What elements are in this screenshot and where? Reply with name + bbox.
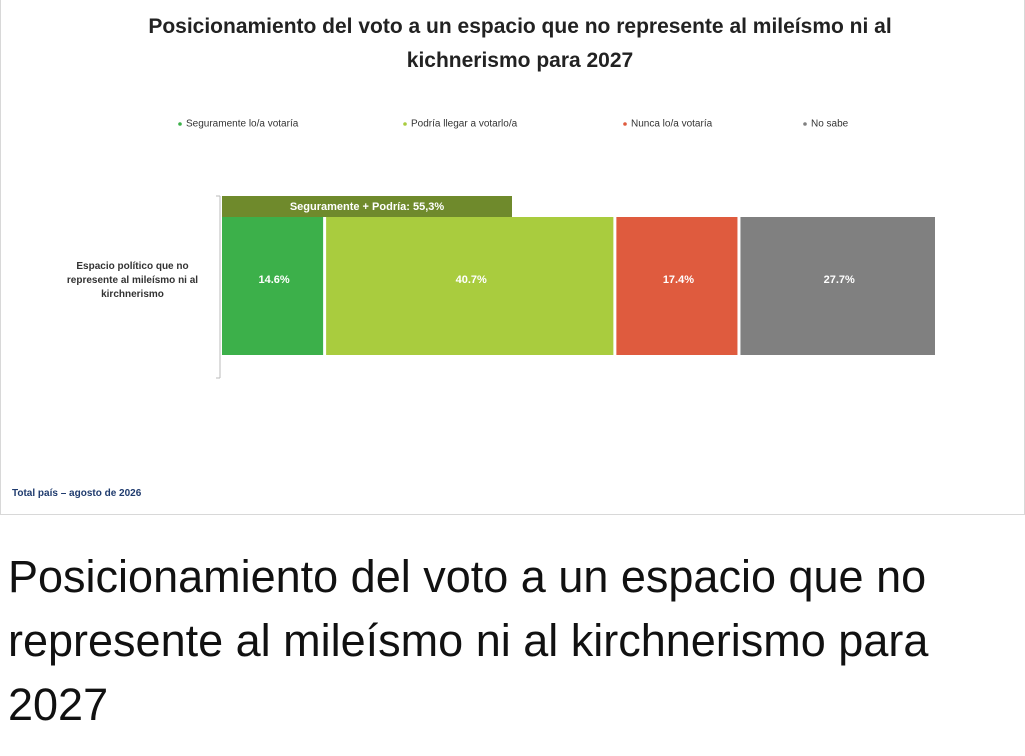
value-label: 17.4% xyxy=(663,274,694,286)
annotation: Seguramente + Podría: 55,3% xyxy=(290,201,445,213)
legend-label: Seguramente lo/a votaría xyxy=(186,119,299,130)
legend-marker xyxy=(403,122,407,126)
legend-label: Nunca lo/a votaría xyxy=(631,119,713,130)
value-label: 27.7% xyxy=(824,274,855,286)
chart: Seguramente + Podría: 55,3% Seguramente … xyxy=(178,119,935,379)
footnote: Total país – agosto de 2026 xyxy=(12,488,142,499)
category-label: Espacio político que no represente al mi… xyxy=(66,261,199,300)
legend-label: No sabe xyxy=(811,119,849,130)
legend-marker xyxy=(803,122,807,126)
legend-marker xyxy=(178,122,182,126)
value-label: 14.6% xyxy=(258,274,289,286)
bar-segment xyxy=(222,217,324,355)
bar-segment xyxy=(616,217,738,355)
chart-title: Posicionamiento del voto a un espacio qu… xyxy=(148,15,892,72)
bar-segment xyxy=(740,217,935,355)
bar-segment xyxy=(326,217,614,355)
annotation-box xyxy=(222,196,512,217)
legend-marker xyxy=(623,122,627,126)
legend-label: Podría llegar a votarlo/a xyxy=(411,119,518,130)
caption: Posicionamiento del voto a un espacio qu… xyxy=(8,551,929,730)
value-label: 40.7% xyxy=(456,274,487,286)
